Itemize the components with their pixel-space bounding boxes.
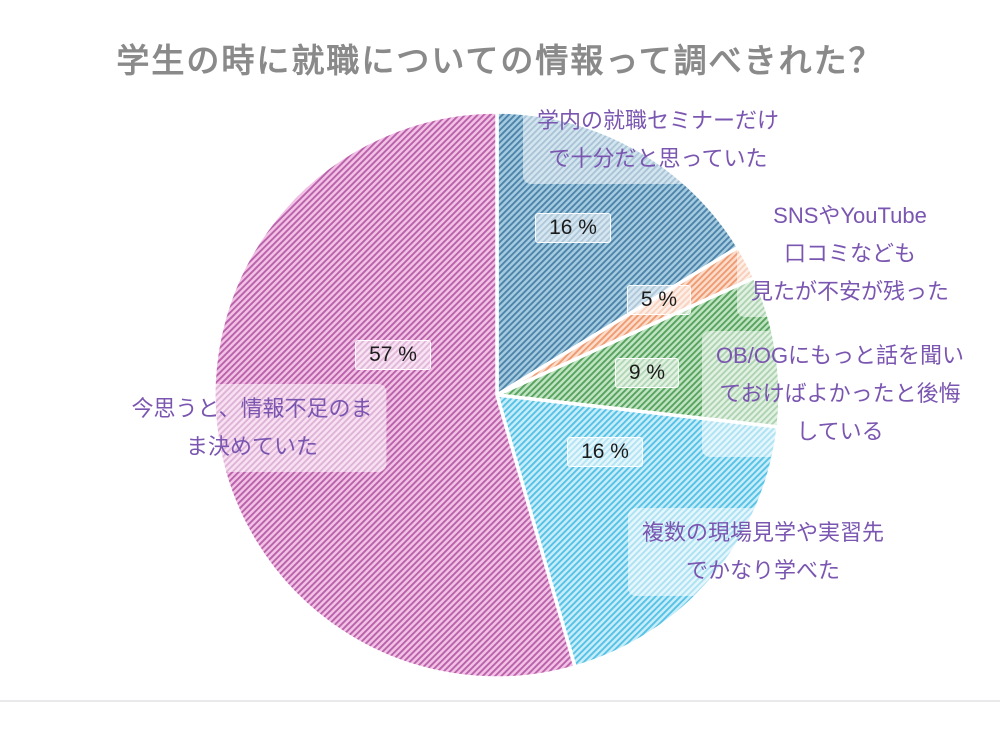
chart-title: 学生の時に就職についての情報って調べきれた？ (116, 42, 884, 79)
callout-line: 今思うと、情報不足のま (131, 396, 373, 421)
callout-label-sns-youtube: SNSやYouTube 口コミなども見たが不安が残った (736, 191, 964, 317)
callout-line: SNSやYouTube (773, 203, 927, 228)
percent-label-sns-youtube: 5 % (626, 285, 692, 315)
callout-line: ま決めていた (185, 434, 318, 459)
callout-line: 口コミなども (783, 241, 917, 266)
callout-label-insufficient-info: 今思うと、情報不足のま ま決めていた (117, 384, 387, 472)
callout-label-obog-regret: OB/OGにもっと話を聞い ておけばよかったと後悔 している (701, 331, 979, 457)
callout-line: OB/OGにもっと話を聞い (715, 343, 965, 368)
callout-line: で十分だと思っていた (548, 146, 768, 171)
callout-line: 学内の就職セミナーだけ (536, 108, 780, 133)
callout-line: 複数の現場見学や実習先 (641, 520, 885, 545)
percent-label-insufficient-info: 57 % (355, 340, 431, 370)
callout-line: している (796, 419, 884, 444)
percent-label-site-visits: 16 % (567, 437, 643, 467)
percent-label-obog-regret: 9 % (614, 358, 680, 388)
callout-line: でかなり学べた (685, 558, 841, 583)
callout-label-site-visits: 複数の現場見学や実習先 でかなり学べた (627, 508, 899, 596)
percent-label-campus-seminar: 16 % (535, 213, 611, 243)
callout-label-campus-seminar: 学内の就職セミナーだけ で十分だと思っていた (522, 96, 794, 184)
callout-line: ておけばよかったと後悔 (719, 381, 961, 406)
callout-line: 見たが不安が残った (750, 279, 950, 304)
bottom-divider-line (0, 700, 1000, 702)
